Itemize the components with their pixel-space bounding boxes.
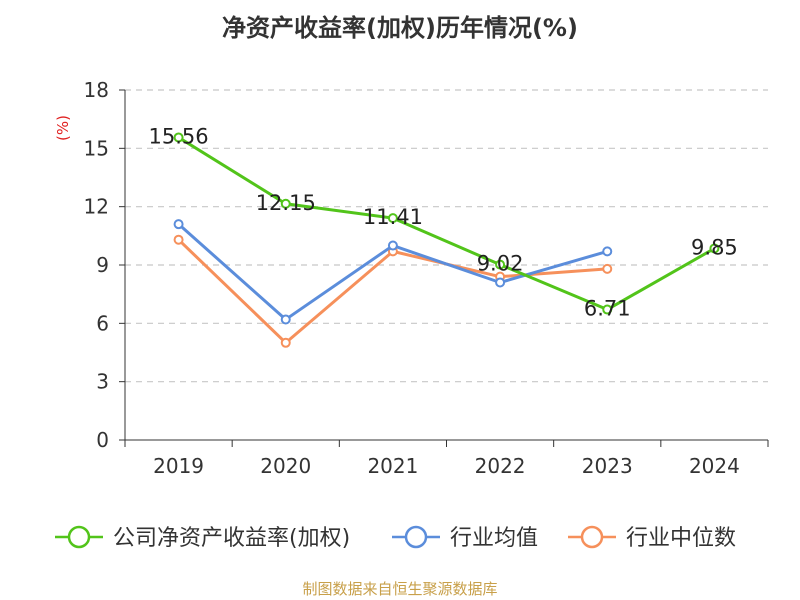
- data-point: [387, 240, 398, 251]
- y-tick-label: 3: [96, 370, 109, 394]
- x-tick-label: 2019: [153, 454, 204, 478]
- data-label: 9.02: [477, 252, 524, 276]
- y-axis-unit-label: (%): [54, 115, 72, 141]
- data-point: [280, 314, 291, 325]
- y-tick-label: 12: [84, 195, 109, 219]
- legend-label: 行业中位数: [626, 526, 736, 551]
- data-point: [602, 263, 613, 274]
- data-point: [709, 243, 720, 254]
- legend-marker-icon: [404, 525, 428, 549]
- x-tick-label: 2022: [475, 454, 526, 478]
- series-line: [177, 223, 608, 321]
- series-line: [177, 136, 716, 312]
- y-tick-label: 15: [84, 136, 109, 160]
- x-tick-label: 2023: [582, 454, 633, 478]
- data-point: [280, 198, 291, 209]
- data-label: 11.41: [363, 205, 423, 229]
- data-point: [173, 234, 184, 245]
- data-point: [495, 259, 506, 270]
- data-point: [602, 304, 613, 315]
- x-tick-label: 2024: [689, 454, 740, 478]
- data-point: [495, 277, 506, 288]
- data-point: [280, 337, 291, 348]
- data-label: 15.56: [149, 124, 209, 148]
- legend-marker-icon: [580, 525, 604, 549]
- legend-label: 公司净资产收益率(加权): [113, 526, 350, 551]
- chart-title: 净资产收益率(加权)历年情况(%): [222, 14, 578, 42]
- data-point: [173, 132, 184, 143]
- y-tick-label: 6: [96, 311, 109, 335]
- legend-label: 行业均值: [450, 526, 538, 551]
- x-tick-label: 2021: [367, 454, 418, 478]
- data-point: [602, 246, 613, 257]
- x-tick-label: 2020: [260, 454, 311, 478]
- data-point: [387, 213, 398, 224]
- data-source-note: 制图数据来自恒生聚源数据库: [302, 580, 498, 598]
- legend-marker-icon: [67, 525, 91, 549]
- data-label: 6.71: [584, 297, 631, 321]
- data-label: 12.15: [256, 191, 316, 215]
- y-tick-label: 9: [96, 253, 109, 277]
- data-label: 9.85: [691, 235, 738, 259]
- y-tick-label: 0: [96, 428, 109, 452]
- data-point: [173, 219, 184, 230]
- y-tick-label: 18: [84, 78, 109, 102]
